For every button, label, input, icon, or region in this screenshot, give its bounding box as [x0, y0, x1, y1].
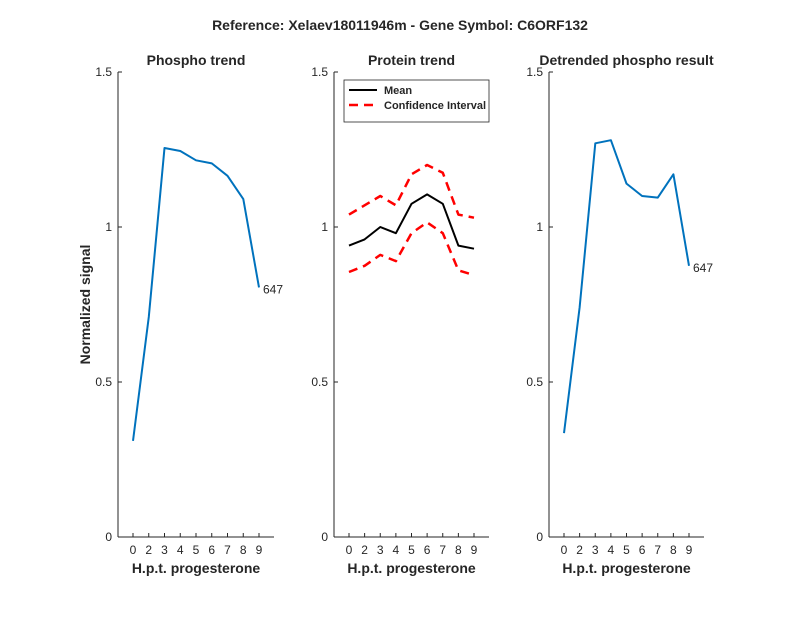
x-tick-label: 6 [208, 543, 215, 557]
legend-box [343, 79, 490, 123]
x-tick-label: 6 [639, 543, 646, 557]
series-line-1 [132, 147, 260, 442]
x-tick-label: 3 [377, 543, 384, 557]
series-line-1 [348, 193, 475, 250]
x-axis-label: H.p.t. progesterone [562, 560, 691, 576]
y-tick-label: 0 [321, 530, 328, 544]
x-tick-label: 8 [240, 543, 247, 557]
x-tick-label: 8 [670, 543, 677, 557]
y-tick-label: 0 [105, 530, 112, 544]
y-tick-label: 1.5 [526, 65, 543, 79]
x-tick-label: 0 [561, 543, 568, 557]
x-tick-label: 3 [161, 543, 168, 557]
y-tick-label: 1 [105, 220, 112, 234]
y-tick-label: 1.5 [311, 65, 328, 79]
panel-title: Protein trend [368, 52, 455, 68]
legend-label: Confidence Interval [384, 100, 486, 112]
x-tick-label: 7 [439, 543, 446, 557]
x-tick-label: 4 [608, 543, 615, 557]
series-line-3 [348, 221, 475, 277]
x-axis-label: H.p.t. progesterone [347, 560, 476, 576]
x-tick-label: 2 [576, 543, 583, 557]
y-tick-label: 0.5 [95, 375, 112, 389]
x-tick-label: 5 [408, 543, 415, 557]
x-tick-label: 7 [224, 543, 231, 557]
x-tick-label: 5 [193, 543, 200, 557]
y-tick-label: 0.5 [311, 375, 328, 389]
end-label: 647 [263, 282, 283, 296]
x-tick-label: 5 [623, 543, 630, 557]
x-tick-label: 9 [471, 543, 478, 557]
y-tick-label: 1 [536, 220, 543, 234]
series-line-2 [348, 163, 475, 219]
panel-title: Detrended phospho result [539, 52, 714, 68]
x-axis-label: H.p.t. progesterone [132, 560, 261, 576]
x-tick-label: 2 [361, 543, 368, 557]
y-axis-label: Normalized signal [77, 245, 93, 365]
figure-title: Reference: Xelaev18011946m - Gene Symbol… [212, 17, 588, 33]
panel-title: Phospho trend [147, 52, 246, 68]
x-tick-label: 8 [455, 543, 462, 557]
y-tick-label: 0.5 [526, 375, 543, 389]
legend-label: Mean [384, 85, 412, 97]
x-tick-label: 0 [346, 543, 353, 557]
x-tick-label: 2 [145, 543, 152, 557]
x-tick-label: 4 [177, 543, 184, 557]
y-tick-label: 1.5 [95, 65, 112, 79]
x-tick-label: 9 [256, 543, 263, 557]
x-tick-label: 7 [654, 543, 661, 557]
y-tick-label: 1 [321, 220, 328, 234]
x-tick-label: 9 [686, 543, 693, 557]
x-tick-label: 3 [592, 543, 599, 557]
y-tick-label: 0 [536, 530, 543, 544]
x-tick-label: 6 [424, 543, 431, 557]
end-label: 647 [693, 261, 713, 275]
x-tick-label: 0 [130, 543, 137, 557]
x-tick-label: 4 [393, 543, 400, 557]
series-line-1 [563, 139, 690, 434]
